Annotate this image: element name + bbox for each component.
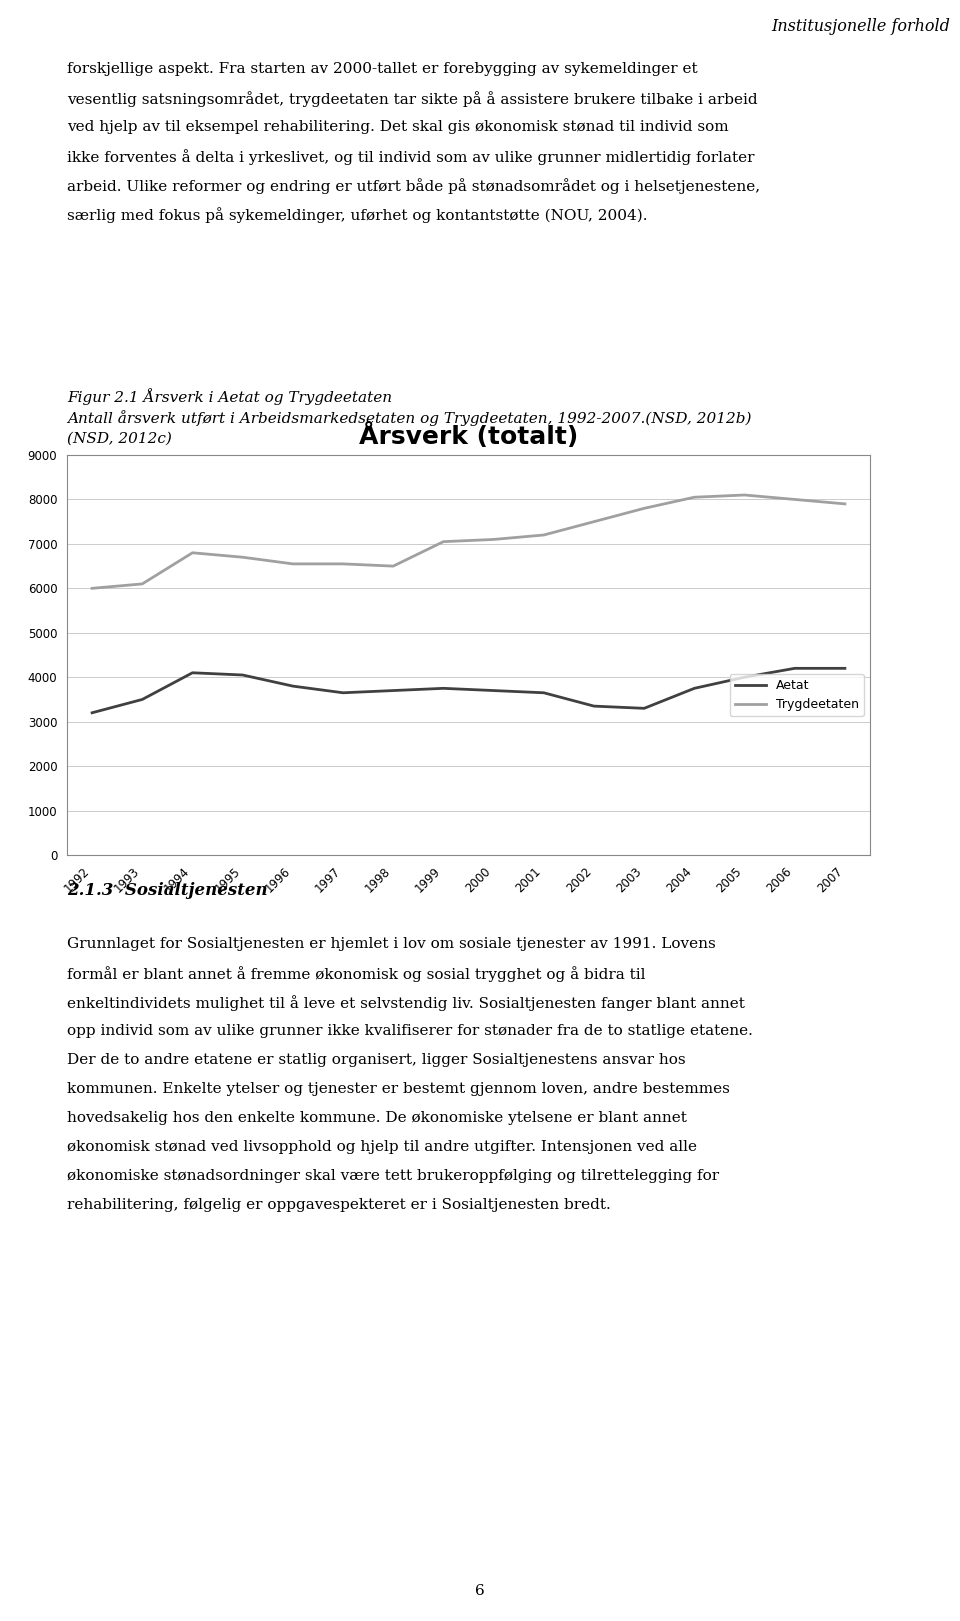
Text: ikke forventes å delta i yrkeslivet, og til individ som av ulike grunner midlert: ikke forventes å delta i yrkeslivet, og … xyxy=(67,149,755,165)
Text: rehabilitering, følgelig er oppgavespekteret er i Sosialtjenesten bredt.: rehabilitering, følgelig er oppgavespekt… xyxy=(67,1198,611,1213)
Title: Årsverk (totalt): Årsverk (totalt) xyxy=(359,423,578,449)
Text: opp individ som av ulike grunner ikke kvalifiserer for stønader fra de to statli: opp individ som av ulike grunner ikke kv… xyxy=(67,1024,753,1037)
Text: forskjellige aspekt. Fra starten av 2000-tallet er forebygging av sykemeldinger : forskjellige aspekt. Fra starten av 2000… xyxy=(67,62,698,76)
Legend: Aetat, Trygdeetaten: Aetat, Trygdeetaten xyxy=(730,674,864,716)
Text: 2.1.3  Sosialtjenesten: 2.1.3 Sosialtjenesten xyxy=(67,882,268,900)
Text: særlig med fokus på sykemeldinger, uførhet og kontantstøtte (NOU, 2004).: særlig med fokus på sykemeldinger, uførh… xyxy=(67,207,647,222)
Text: Antall årsverk utført i Arbeidsmarkedsetaten og Trygdeetaten, 1992-2007.(NSD, 20: Antall årsverk utført i Arbeidsmarkedset… xyxy=(67,410,752,426)
Text: ved hjelp av til eksempel rehabilitering. Det skal gis økonomisk stønad til indi: ved hjelp av til eksempel rehabilitering… xyxy=(67,120,729,135)
Text: Grunnlaget for Sosialtjenesten er hjemlet i lov om sosiale tjenester av 1991. Lo: Grunnlaget for Sosialtjenesten er hjemle… xyxy=(67,937,716,952)
Text: Institusjonelle forhold: Institusjonelle forhold xyxy=(771,18,950,36)
Text: økonomisk stønad ved livsopphold og hjelp til andre utgifter. Intensjonen ved al: økonomisk stønad ved livsopphold og hjel… xyxy=(67,1140,697,1154)
Text: arbeid. Ulike reformer og endring er utført både på stønadsområdet og i helsetje: arbeid. Ulike reformer og endring er utf… xyxy=(67,178,760,195)
Text: formål er blant annet å fremme økonomisk og sosial trygghet og å bidra til: formål er blant annet å fremme økonomisk… xyxy=(67,966,645,982)
Text: Figur 2.1 Årsverk i Aetat og Trygdeetaten: Figur 2.1 Årsverk i Aetat og Trygdeetate… xyxy=(67,387,392,405)
Text: enkeltindividets mulighet til å leve et selvstendig liv. Sosialtjenesten fanger : enkeltindividets mulighet til å leve et … xyxy=(67,995,745,1012)
Text: hovedsakelig hos den enkelte kommune. De økonomiske ytelsene er blant annet: hovedsakelig hos den enkelte kommune. De… xyxy=(67,1110,686,1125)
Text: kommunen. Enkelte ytelser og tjenester er bestemt gjennom loven, andre bestemmes: kommunen. Enkelte ytelser og tjenester e… xyxy=(67,1081,730,1096)
Text: (NSD, 2012c): (NSD, 2012c) xyxy=(67,433,172,446)
Text: 6: 6 xyxy=(475,1584,485,1598)
Text: økonomiske stønadsordninger skal være tett brukeroppfølging og tilrettelegging f: økonomiske stønadsordninger skal være te… xyxy=(67,1169,719,1183)
Text: vesentlig satsningsområdet, trygdeetaten tar sikte på å assistere brukere tilbak: vesentlig satsningsområdet, trygdeetaten… xyxy=(67,91,757,107)
Text: Der de to andre etatene er statlig organisert, ligger Sosialtjenestens ansvar ho: Der de to andre etatene er statlig organ… xyxy=(67,1054,685,1067)
